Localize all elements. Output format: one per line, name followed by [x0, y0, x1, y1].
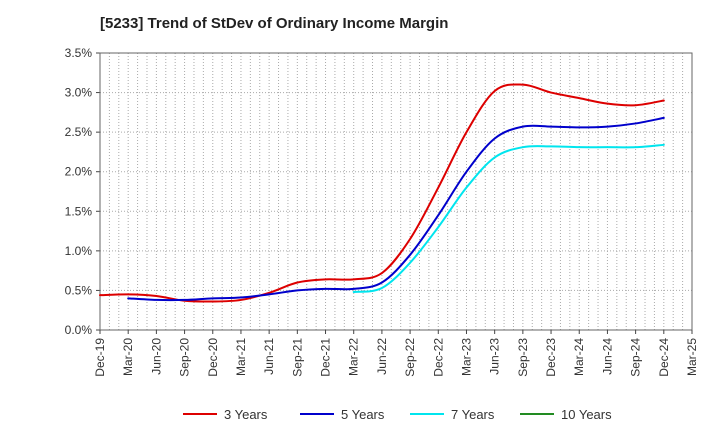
x-tick-label: Mar-20 — [121, 338, 135, 376]
x-tick-label: Mar-25 — [685, 338, 699, 376]
x-tick-label: Dec-23 — [544, 338, 558, 377]
x-tick-label: Mar-23 — [459, 338, 473, 376]
plot-frame — [99, 52, 693, 331]
y-tick-label: 3.5% — [65, 46, 93, 60]
x-tick-label: Sep-22 — [403, 338, 417, 377]
x-tick-label: Jun-24 — [600, 338, 614, 375]
series-line-7-years — [352, 143, 665, 294]
x-tick-label: Sep-23 — [516, 338, 530, 377]
x-tick-label: Dec-20 — [206, 338, 220, 377]
x-tick-label: Mar-24 — [572, 338, 586, 376]
legend-label-5-years: 5 Years — [341, 407, 385, 422]
y-tick-label: 0.0% — [65, 323, 93, 337]
series-line-3-years — [99, 83, 665, 303]
y-tick-label: 0.5% — [65, 283, 93, 297]
legend-label-10-years: 10 Years — [561, 407, 612, 422]
x-tick-label: Dec-21 — [319, 338, 333, 377]
y-tick-label: 2.5% — [65, 125, 93, 139]
x-tick-label: Jun-23 — [488, 338, 502, 375]
x-tick-label: Sep-20 — [178, 338, 192, 377]
x-tick-label: Jun-21 — [262, 338, 276, 375]
legend: 3 Years 5 Years 7 Years 10 Years — [183, 407, 612, 422]
chart-title: [5233] Trend of StDev of Ordinary Income… — [100, 15, 448, 32]
plot-series — [99, 83, 665, 303]
x-tick-label: Sep-21 — [290, 338, 304, 377]
x-tick-label: Sep-24 — [629, 338, 643, 377]
x-tick-label: Dec-24 — [657, 338, 671, 377]
y-tick-label: 1.5% — [65, 204, 93, 218]
x-tick-label: Mar-22 — [347, 338, 361, 376]
y-tick-label: 3.0% — [65, 86, 93, 100]
x-tick-label: Jun-20 — [149, 338, 163, 375]
plot-axes: 0.0% 0.5% 1.0% 1.5% 2.0% 2.5% 3.0% 3.5% Dec-19 Ma… — [65, 46, 699, 377]
series-line-5-years — [127, 116, 665, 302]
legend-label-3-years: 3 Years — [224, 407, 268, 422]
x-tick-label: Jun-22 — [375, 338, 389, 375]
legend-label-7-years: 7 Years — [451, 407, 495, 422]
y-tick-label: 1.0% — [65, 244, 93, 258]
x-tick-label: Mar-21 — [234, 338, 248, 376]
x-tick-label: Dec-19 — [93, 338, 107, 377]
y-tick-label: 2.0% — [65, 165, 93, 179]
plot-grid — [100, 53, 692, 330]
x-tick-label: Dec-22 — [431, 338, 445, 377]
